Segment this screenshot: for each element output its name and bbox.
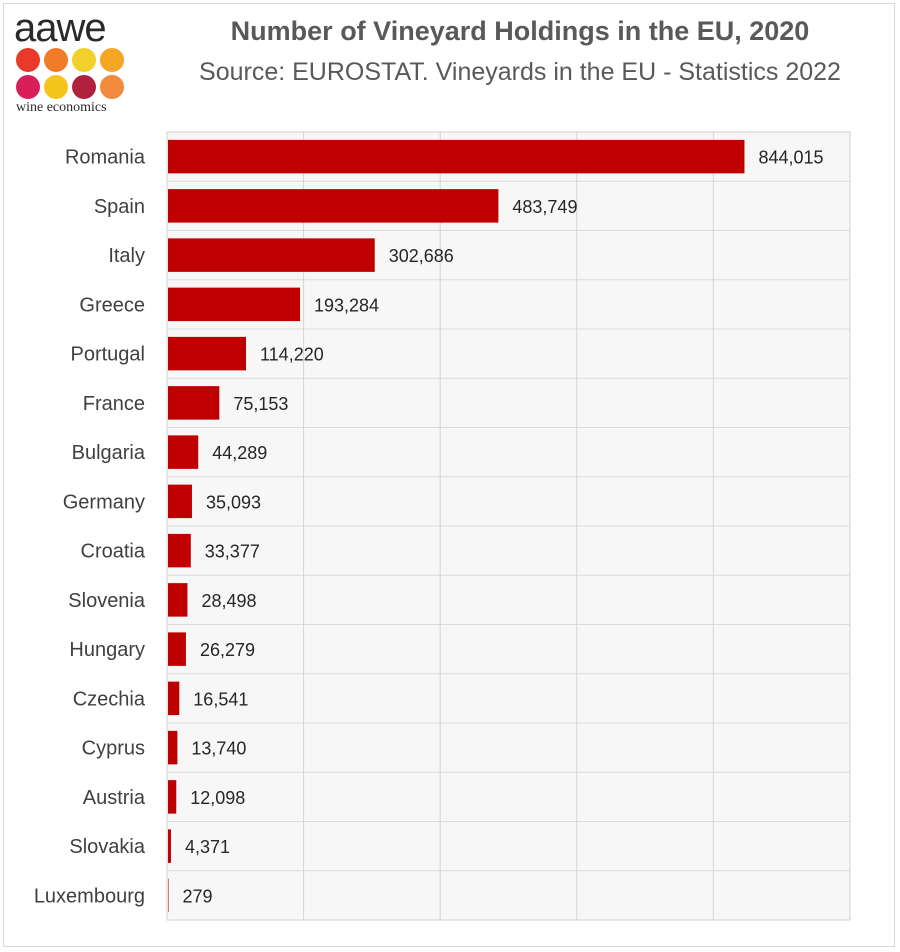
bar-hungary xyxy=(168,632,186,666)
bar-austria xyxy=(168,780,177,814)
category-label: Croatia xyxy=(81,541,146,563)
value-label: 4,371 xyxy=(185,837,230,857)
category-label: Germany xyxy=(63,491,145,513)
bar-italy xyxy=(168,238,375,272)
bar-portugal xyxy=(168,336,247,371)
category-label: Czechia xyxy=(73,688,146,710)
logo-dot xyxy=(44,75,68,99)
bar-croatia xyxy=(168,533,191,568)
logo-dot xyxy=(16,48,40,72)
bar-bulgaria xyxy=(168,435,199,469)
value-label: 26,279 xyxy=(200,640,255,660)
value-label: 28,498 xyxy=(201,591,256,611)
bar-cyprus xyxy=(168,730,178,765)
value-label: 44,289 xyxy=(212,443,267,463)
category-label: Hungary xyxy=(69,639,145,661)
category-label: Luxembourg xyxy=(34,885,145,907)
bar-slovakia xyxy=(168,829,171,863)
logo-dot xyxy=(44,48,68,72)
category-label: Italy xyxy=(108,245,145,267)
bar-slovenia xyxy=(168,583,188,617)
bar-czechia xyxy=(168,681,180,716)
value-label: 302,686 xyxy=(389,246,454,266)
value-label: 279 xyxy=(183,886,213,906)
category-label: Spain xyxy=(94,196,145,218)
chart-frame xyxy=(3,3,895,947)
value-label: 12,098 xyxy=(190,788,245,808)
value-label: 35,093 xyxy=(206,492,261,512)
logo-tagline: wine economics xyxy=(16,100,107,115)
category-label: Slovenia xyxy=(68,590,146,612)
value-label: 13,740 xyxy=(191,739,246,759)
logo-dot xyxy=(100,75,124,99)
logo-dot-grid xyxy=(16,48,130,100)
category-label: Portugal xyxy=(71,344,146,366)
category-label: Cyprus xyxy=(82,738,145,760)
category-label: Slovakia xyxy=(69,836,145,858)
value-label: 844,015 xyxy=(758,148,823,168)
logo-dot xyxy=(100,48,124,72)
logo-dot xyxy=(72,75,96,99)
category-label: Romania xyxy=(65,147,146,169)
logo-dot xyxy=(72,48,96,72)
bar-germany xyxy=(168,484,192,519)
category-label: Bulgaria xyxy=(72,442,146,464)
category-label: Austria xyxy=(83,787,146,809)
logo-wordmark: aawe xyxy=(14,6,107,50)
bar-luxembourg xyxy=(168,878,169,913)
chart-subtitle: Source: EUROSTAT. Vineyards in the EU - … xyxy=(199,58,841,86)
bar-romania xyxy=(168,139,745,174)
bar-france xyxy=(168,386,220,420)
value-label: 193,284 xyxy=(314,295,379,315)
value-label: 33,377 xyxy=(205,542,260,562)
bar-spain xyxy=(168,189,499,223)
value-label: 16,541 xyxy=(193,689,248,709)
category-label: France xyxy=(83,393,145,415)
value-label: 483,749 xyxy=(512,197,577,217)
aawe-logo: aawe wine economics xyxy=(14,8,132,120)
value-label: 114,220 xyxy=(260,345,324,365)
chart-title: Number of Vineyard Holdings in the EU, 2… xyxy=(230,16,810,46)
value-label: 75,153 xyxy=(233,394,288,414)
category-label: Greece xyxy=(79,294,145,316)
logo-dot xyxy=(16,75,40,99)
bar-greece xyxy=(168,287,301,322)
